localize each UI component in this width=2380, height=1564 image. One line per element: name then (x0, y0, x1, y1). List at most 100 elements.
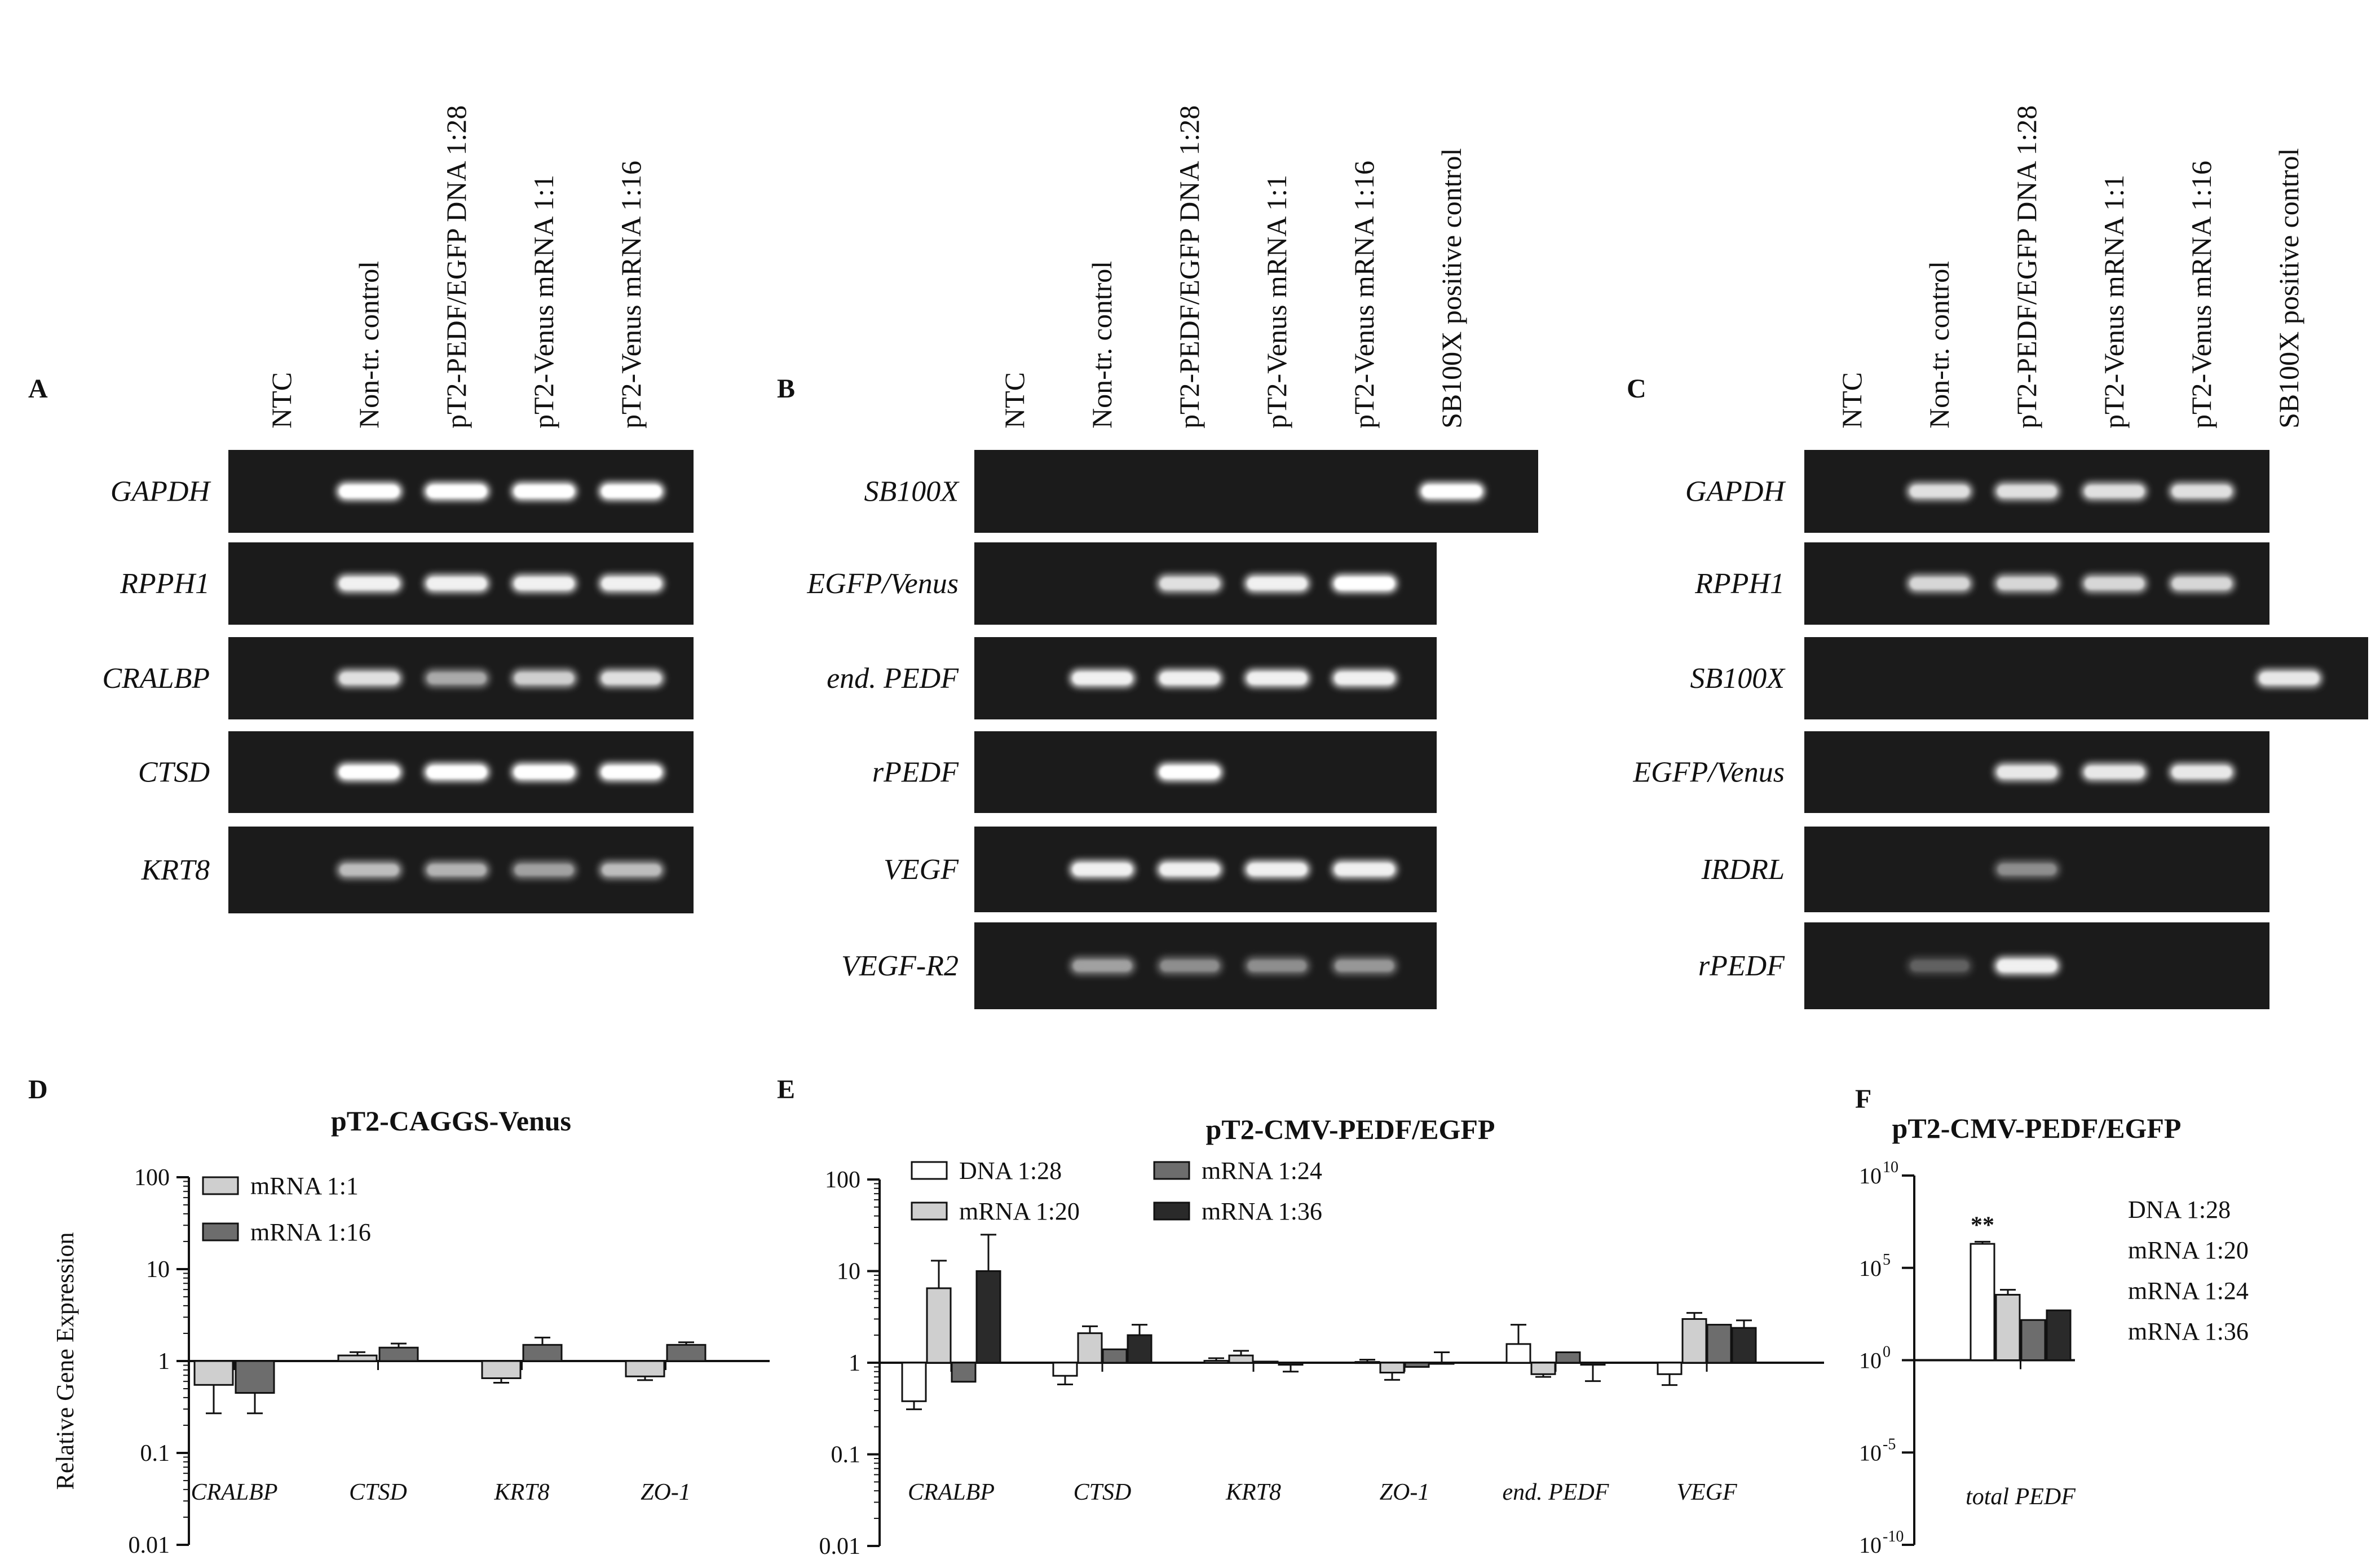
y-tick-label: 10 (1859, 1532, 1882, 1558)
band (1160, 673, 1219, 684)
band (340, 766, 399, 778)
lane-label-ntc: NTC (1836, 372, 1867, 428)
band (602, 766, 661, 778)
lane-label-non-tr-control: Non-tr. control (1923, 261, 1955, 428)
lane-label-sb100x-positive-control: SB100X positive control (1436, 148, 1467, 428)
y-tick-label: 1 (158, 1349, 170, 1375)
bar-mrna-1-24-total-pedf (2020, 1319, 2046, 1361)
category-label-zo-1: ZO-1 (641, 1479, 691, 1505)
band (427, 766, 486, 778)
gene-label-rpph1: RPPH1 (120, 568, 210, 600)
gel-panel-c: C NTC Non-tr. control pT2-PEDF/EGFP DNA 1:2… (1627, 105, 2368, 1009)
band (427, 485, 486, 497)
bar-mrna-1-36-ctsd (1127, 1334, 1153, 1364)
gene-label-sb100x: SB100X (864, 476, 960, 508)
category-label-krt8: KRT8 (1225, 1479, 1281, 1505)
chart-title: pT2-CMV-PEDF/EGFP (1892, 1112, 2182, 1144)
band (2085, 485, 2144, 497)
band (1073, 673, 1132, 684)
legend-swatch-mrna-1-16 (202, 1222, 239, 1242)
category-label-end-pedf: end. PEDF (1503, 1479, 1609, 1505)
y-tick-exponent: 5 (1883, 1251, 1891, 1269)
bar-mrna-1-1-krt8 (481, 1360, 522, 1379)
lane-label-pt2-venus-mrna-1-1: pT2-Venus mRNA 1:1 (2098, 175, 2130, 428)
bar-mrna-1-16-cralbp (235, 1360, 275, 1394)
band (1998, 578, 2056, 589)
category-label-total-pedf: total PEDF (1966, 1484, 2076, 1510)
legend-swatch-mrna-1-24 (1153, 1161, 1190, 1180)
band (1335, 578, 1394, 589)
legend-label-dna-1-28: DNA 1:28 (2128, 1196, 2231, 1223)
y-tick-exponent: 0 (1883, 1344, 1891, 1361)
band (1998, 960, 2056, 971)
bar-dna-1-28-total-pedf (1970, 1243, 1995, 1362)
y-tick-label: 10 (837, 1259, 860, 1285)
bar-mrna-1-16-zo-1 (666, 1344, 707, 1362)
legend-label-mrna-1-20: mRNA 1:20 (2128, 1236, 2249, 1264)
band (1073, 960, 1132, 971)
lane-label-sb100x-positive-control: SB100X positive control (2273, 148, 2304, 428)
band (1248, 864, 1306, 875)
band (1248, 960, 1306, 971)
band (2085, 766, 2144, 778)
band (2173, 766, 2231, 778)
band (515, 578, 573, 589)
y-tick-label: 10 (1859, 1348, 1882, 1373)
lane-label-pt2-venus-mrna-1-16: pT2-Venus mRNA 1:16 (1348, 161, 1380, 428)
bar-mrna-1-24-cralbp (951, 1362, 977, 1383)
panel-letter: F (1855, 1084, 1871, 1114)
legend-swatch-mrna-1-1 (202, 1176, 239, 1195)
category-label-cralbp: CRALBP (908, 1479, 995, 1505)
band (340, 864, 399, 876)
band (2260, 673, 2319, 684)
bar-mrna-1-1-zo-1 (625, 1360, 665, 1377)
gel-panels: A NTC Non-tr. control pT2-PEDF/EGFP DNA 1:2… (28, 105, 2368, 1009)
band (427, 578, 486, 589)
y-tick-label: 10 (1859, 1256, 1882, 1281)
bar-mrna-1-24-zo-1 (1404, 1362, 1430, 1368)
category-label-ctsd: CTSD (1074, 1479, 1132, 1505)
lane-label-ntc: NTC (266, 372, 297, 428)
chart-title: pT2-CAGGS-Venus (331, 1105, 571, 1137)
gene-label-gapdh: GAPDH (111, 476, 211, 508)
legend-label-mrna-1-36: mRNA 1:36 (1202, 1198, 1322, 1225)
y-tick-label: 0.01 (819, 1534, 861, 1559)
y-tick-label: 10 (1859, 1163, 1882, 1189)
band (515, 766, 573, 778)
y-tick-exponent: 10 (1883, 1159, 1898, 1176)
y-tick-label: 0.1 (831, 1442, 861, 1468)
gene-label-cralbp: CRALBP (102, 662, 210, 695)
band (340, 578, 399, 589)
band (1160, 960, 1219, 971)
bar-mrna-1-20-krt8 (1228, 1354, 1254, 1364)
y-tick-exponent: -10 (1883, 1528, 1904, 1545)
gene-label-ctsd: CTSD (138, 757, 210, 789)
bar-mrna-1-20-total-pedf (1995, 1293, 2021, 1362)
bar-mrna-1-16-ctsd (378, 1346, 419, 1362)
legend-label-mrna-1-24: mRNA 1:24 (2128, 1277, 2249, 1305)
band (1910, 960, 1969, 971)
legend-label-dna-1-28: DNA 1:28 (959, 1157, 1062, 1185)
gene-label-egfp-venus: EGFP/Venus (806, 568, 959, 600)
bar-mrna-1-36-total-pedf (2046, 1309, 2072, 1361)
band (1998, 864, 2056, 875)
gene-label-krt8: KRT8 (141, 854, 210, 886)
gel-panel-a: A NTC Non-tr. control pT2-PEDF/EGFP DNA 1:2… (28, 105, 694, 913)
band (602, 578, 661, 589)
bar-mrna-1-36-vegf (1731, 1327, 1757, 1364)
panel-letter: D (28, 1075, 48, 1104)
band (427, 673, 486, 684)
panel-letter: E (777, 1075, 795, 1104)
bar-dna-1-28-end-pedf (1505, 1343, 1531, 1364)
lane-label-pt2-pedf-egfp-dna-1-28: pT2-PEDF/EGFP DNA 1:28 (2011, 105, 2042, 428)
y-tick-label: 100 (134, 1165, 170, 1191)
legend-label-mrna-1-1: mRNA 1:1 (250, 1172, 359, 1200)
y-tick-label: 1 (849, 1350, 860, 1376)
band (1248, 578, 1306, 589)
band (1910, 485, 1969, 497)
gene-label-end-pedf: end. PEDF (827, 662, 959, 695)
band (602, 485, 661, 497)
category-label-krt8: KRT8 (493, 1479, 549, 1505)
category-label-vegf: VEGF (1676, 1479, 1737, 1505)
